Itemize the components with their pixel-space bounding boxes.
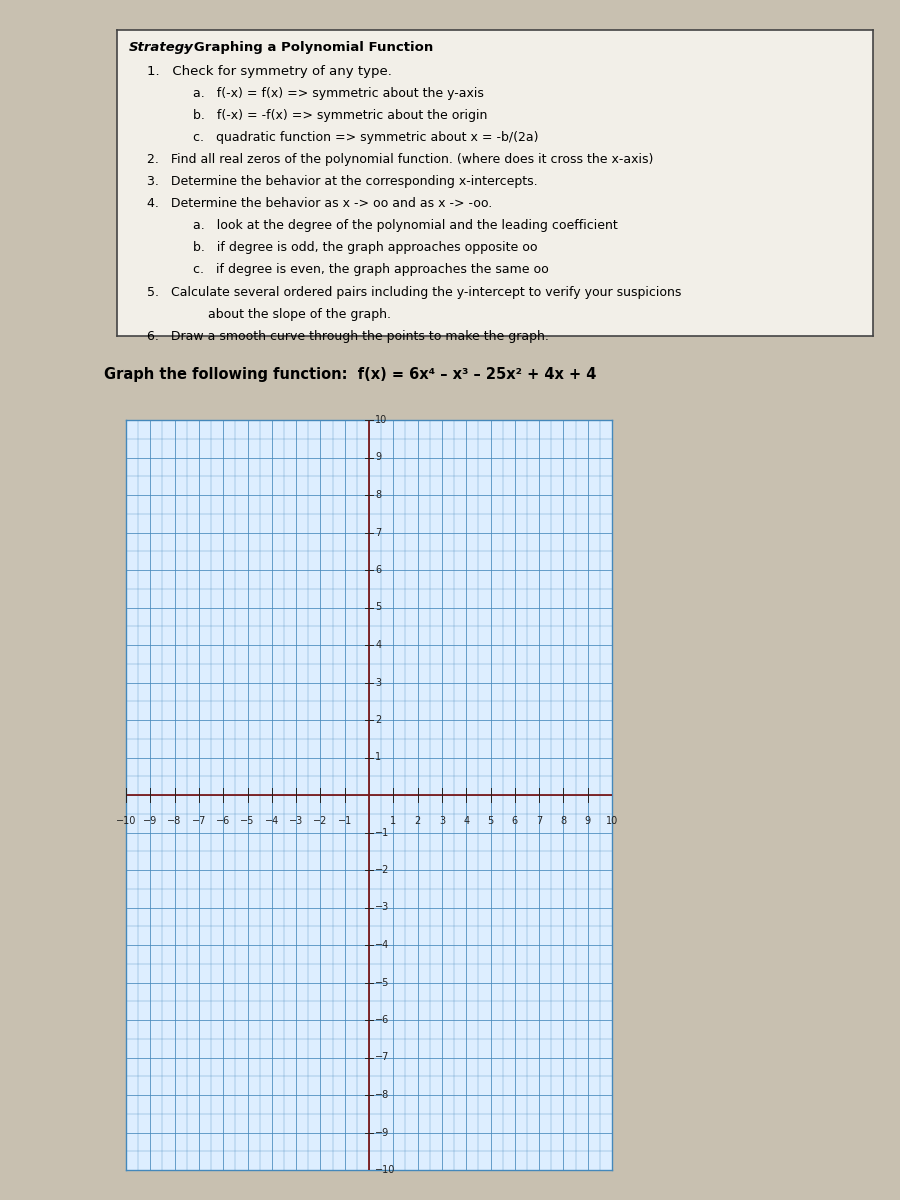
Text: 8: 8 [561,816,566,826]
Text: 9: 9 [375,452,382,462]
Text: 2: 2 [415,816,420,826]
Text: 3.   Determine the behavior at the corresponding x-intercepts.: 3. Determine the behavior at the corresp… [148,175,538,188]
Text: 7: 7 [536,816,542,826]
Text: a.   f(-x) = f(x) => symmetric about the y-axis: a. f(-x) = f(x) => symmetric about the y… [193,88,483,101]
Text: c.   quadratic function => symmetric about x = -b/(2a): c. quadratic function => symmetric about… [193,131,538,144]
Text: 10: 10 [375,415,387,425]
Text: 4: 4 [464,816,469,826]
Text: 3: 3 [439,816,445,826]
Text: −6: −6 [216,816,230,826]
Text: 8: 8 [375,490,382,500]
Text: −9: −9 [143,816,157,826]
Text: Graph the following function:  f(x) = 6x⁴ – x³ – 25x² + 4x + 4: Graph the following function: f(x) = 6x⁴… [104,367,596,383]
Text: −10: −10 [375,1165,395,1175]
Text: −9: −9 [375,1128,390,1138]
Text: −4: −4 [375,940,390,950]
Text: 3: 3 [375,678,382,688]
Text: −3: −3 [289,816,303,826]
Text: −5: −5 [375,978,390,988]
Text: 2: 2 [375,715,382,725]
Text: −5: −5 [240,816,255,826]
Text: 6: 6 [375,565,382,575]
Text: about the slope of the graph.: about the slope of the graph. [208,307,391,320]
Text: b.   f(-x) = -f(x) => symmetric about the origin: b. f(-x) = -f(x) => symmetric about the … [193,109,487,122]
Text: c.   if degree is even, the graph approaches the same oo: c. if degree is even, the graph approach… [193,264,548,276]
Text: −7: −7 [375,1052,390,1062]
Text: a.   look at the degree of the polynomial and the leading coefficient: a. look at the degree of the polynomial … [193,220,617,233]
Text: 5: 5 [488,816,493,826]
Text: 5: 5 [375,602,382,612]
Text: −3: −3 [375,902,390,912]
Text: 6: 6 [512,816,517,826]
Text: 5.   Calculate several ordered pairs including the y-intercept to verify your su: 5. Calculate several ordered pairs inclu… [148,286,681,299]
Text: 1.   Check for symmetry of any type.: 1. Check for symmetry of any type. [148,65,392,78]
Text: −6: −6 [375,1015,390,1025]
Text: −2: −2 [375,865,390,875]
Text: −7: −7 [192,816,206,826]
Text: −4: −4 [265,816,279,826]
Text: −2: −2 [313,816,328,826]
Text: b.   if degree is odd, the graph approaches opposite oo: b. if degree is odd, the graph approache… [193,241,537,254]
Text: −1: −1 [338,816,352,826]
Text: 1: 1 [375,752,382,762]
Text: Strategy: Strategy [129,41,194,54]
Text: −1: −1 [375,828,390,838]
Text: −10: −10 [116,816,136,826]
Text: −8: −8 [167,816,182,826]
Text: 2.   Find all real zeros of the polynomial function. (where does it cross the x-: 2. Find all real zeros of the polynomial… [148,154,653,167]
Text: 7: 7 [375,528,382,538]
Text: 9: 9 [585,816,590,826]
Text: 1: 1 [391,816,396,826]
Text: 4: 4 [375,640,382,650]
Text: 4.   Determine the behavior as x -> oo and as x -> -oo.: 4. Determine the behavior as x -> oo and… [148,197,492,210]
Text: 10: 10 [606,816,618,826]
Text: - Graphing a Polynomial Function: - Graphing a Polynomial Function [179,41,433,54]
Text: −8: −8 [375,1090,390,1100]
Text: 6.   Draw a smooth curve through the points to make the graph.: 6. Draw a smooth curve through the point… [148,330,549,342]
